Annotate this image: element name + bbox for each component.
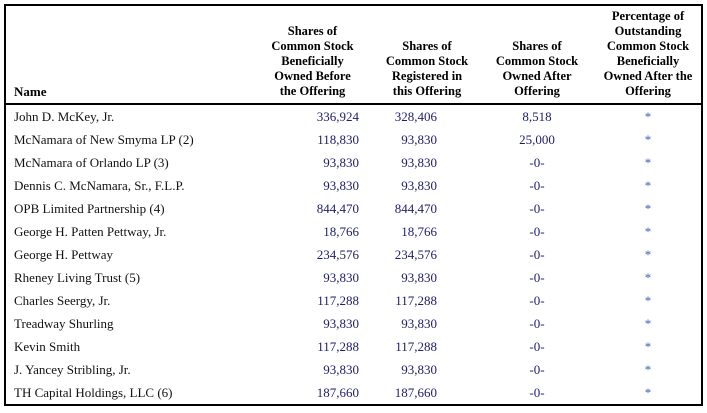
shares-after-value: 25,000	[519, 131, 555, 147]
shares-registered-value: 117,288	[395, 338, 437, 354]
table-row: Charles Seergy, Jr. 117,288 117,288 -0- …	[6, 289, 701, 312]
shares-before-value: 234,576	[316, 246, 359, 262]
percentage-value: *	[644, 361, 652, 377]
percentage-value: *	[644, 131, 652, 147]
shares-registered-value: 117,288	[395, 292, 437, 308]
shareholder-name: TH Capital Holdings, LLC (6)	[14, 384, 173, 400]
percentage-value: *	[644, 338, 652, 354]
percentage-value: *	[644, 108, 652, 124]
shares-after-value: -0-	[529, 338, 545, 354]
shares-after-value: -0-	[529, 177, 545, 193]
shares-registered-value: 93,830	[401, 315, 437, 331]
table-row: George H. Pettway 234,576 234,576 -0- *	[6, 243, 701, 266]
shares-registered-value: 187,660	[394, 384, 437, 400]
shares-before-value: 93,830	[323, 177, 359, 193]
column-header-shares-after: Shares of Common Stock Owned After Offer…	[495, 39, 579, 98]
table-row: Kevin Smith 117,288 117,288 -0- *	[6, 335, 701, 358]
table-row: George H. Patten Pettway, Jr. 18,766 18,…	[6, 220, 701, 243]
shares-before-value: 118,830	[317, 131, 359, 147]
shareholder-name: OPB Limited Partnership (4)	[14, 200, 165, 216]
column-header-name: Name	[14, 84, 47, 99]
table-body: John D. McKey, Jr. 336,924 328,406 8,518…	[6, 105, 701, 404]
percentage-value: *	[644, 384, 652, 400]
shareholder-name: George H. Patten Pettway, Jr.	[14, 223, 167, 239]
shares-before-value: 93,830	[323, 269, 359, 285]
shares-before-value: 18,766	[323, 223, 359, 239]
shares-registered-value: 93,830	[401, 269, 437, 285]
table-row: Treadway Shurling 93,830 93,830 -0- *	[6, 312, 701, 335]
shares-registered-value: 844,470	[394, 200, 437, 216]
column-header-percentage: Percentage of Outstanding Common Stock B…	[603, 9, 693, 98]
table-row: OPB Limited Partnership (4) 844,470 844,…	[6, 197, 701, 220]
shares-after-value: -0-	[529, 154, 545, 170]
shares-registered-value: 18,766	[401, 223, 437, 239]
shares-registered-value: 234,576	[394, 246, 437, 262]
shares-registered-value: 93,830	[401, 154, 437, 170]
table-row: Dennis C. McNamara, Sr., F.L.P. 93,830 9…	[6, 174, 701, 197]
shares-registered-value: 328,406	[394, 108, 437, 124]
shares-after-value: -0-	[529, 384, 545, 400]
table-header-row: Name Shares of Common Stock Beneficially…	[6, 6, 701, 105]
shares-after-value: -0-	[529, 361, 545, 377]
shares-registered-value: 93,830	[401, 131, 437, 147]
shareholder-name: Dennis C. McNamara, Sr., F.L.P.	[14, 177, 185, 193]
shareholder-name: John D. McKey, Jr.	[14, 108, 115, 124]
shares-before-value: 93,830	[323, 315, 359, 331]
shareholder-name: Charles Seergy, Jr.	[14, 292, 111, 308]
percentage-value: *	[644, 246, 652, 262]
table-row: McNamara of Orlando LP (3) 93,830 93,830…	[6, 151, 701, 174]
shares-registered-value: 93,830	[401, 177, 437, 193]
percentage-value: *	[644, 292, 652, 308]
shares-after-value: -0-	[529, 200, 545, 216]
percentage-value: *	[644, 177, 652, 193]
shares-after-value: -0-	[529, 223, 545, 239]
shareholder-name: McNamara of Orlando LP (3)	[14, 154, 169, 170]
column-header-shares-before: Shares of Common Stock Beneficially Owne…	[271, 24, 354, 98]
shares-after-value: -0-	[529, 246, 545, 262]
shares-before-value: 844,470	[316, 200, 359, 216]
shareholder-name: J. Yancey Stribling, Jr.	[14, 361, 131, 377]
shares-after-value: -0-	[529, 292, 545, 308]
percentage-value: *	[644, 315, 652, 331]
shares-before-value: 117,288	[317, 338, 359, 354]
table-row: John D. McKey, Jr. 336,924 328,406 8,518…	[6, 105, 701, 128]
shares-after-value: 8,518	[522, 108, 552, 124]
table-row: McNamara of New Smyma LP (2) 118,830 93,…	[6, 128, 701, 151]
shareholder-name: George H. Pettway	[14, 246, 114, 262]
table-row: J. Yancey Stribling, Jr. 93,830 93,830 -…	[6, 358, 701, 381]
shares-after-value: -0-	[529, 269, 545, 285]
shareholder-name: McNamara of New Smyma LP (2)	[14, 131, 194, 147]
shares-registered-value: 93,830	[401, 361, 437, 377]
shareholder-name: Kevin Smith	[14, 338, 81, 354]
shares-before-value: 93,830	[323, 361, 359, 377]
shares-before-value: 336,924	[316, 108, 359, 124]
percentage-value: *	[644, 223, 652, 239]
shareholder-name: Rheney Living Trust (5)	[14, 269, 141, 285]
percentage-value: *	[644, 269, 652, 285]
shares-before-value: 117,288	[317, 292, 359, 308]
percentage-value: *	[644, 154, 652, 170]
shares-before-value: 187,660	[316, 384, 359, 400]
shares-after-value: -0-	[529, 315, 545, 331]
column-header-shares-registered: Shares of Common Stock Registered in thi…	[385, 39, 469, 98]
shares-before-value: 93,830	[323, 154, 359, 170]
percentage-value: *	[644, 200, 652, 216]
table-row: Rheney Living Trust (5) 93,830 93,830 -0…	[6, 266, 701, 289]
shareholder-name: Treadway Shurling	[14, 315, 114, 331]
selling-shareholders-table: Name Shares of Common Stock Beneficially…	[4, 4, 703, 406]
table-row: TH Capital Holdings, LLC (6) 187,660 187…	[6, 381, 701, 404]
